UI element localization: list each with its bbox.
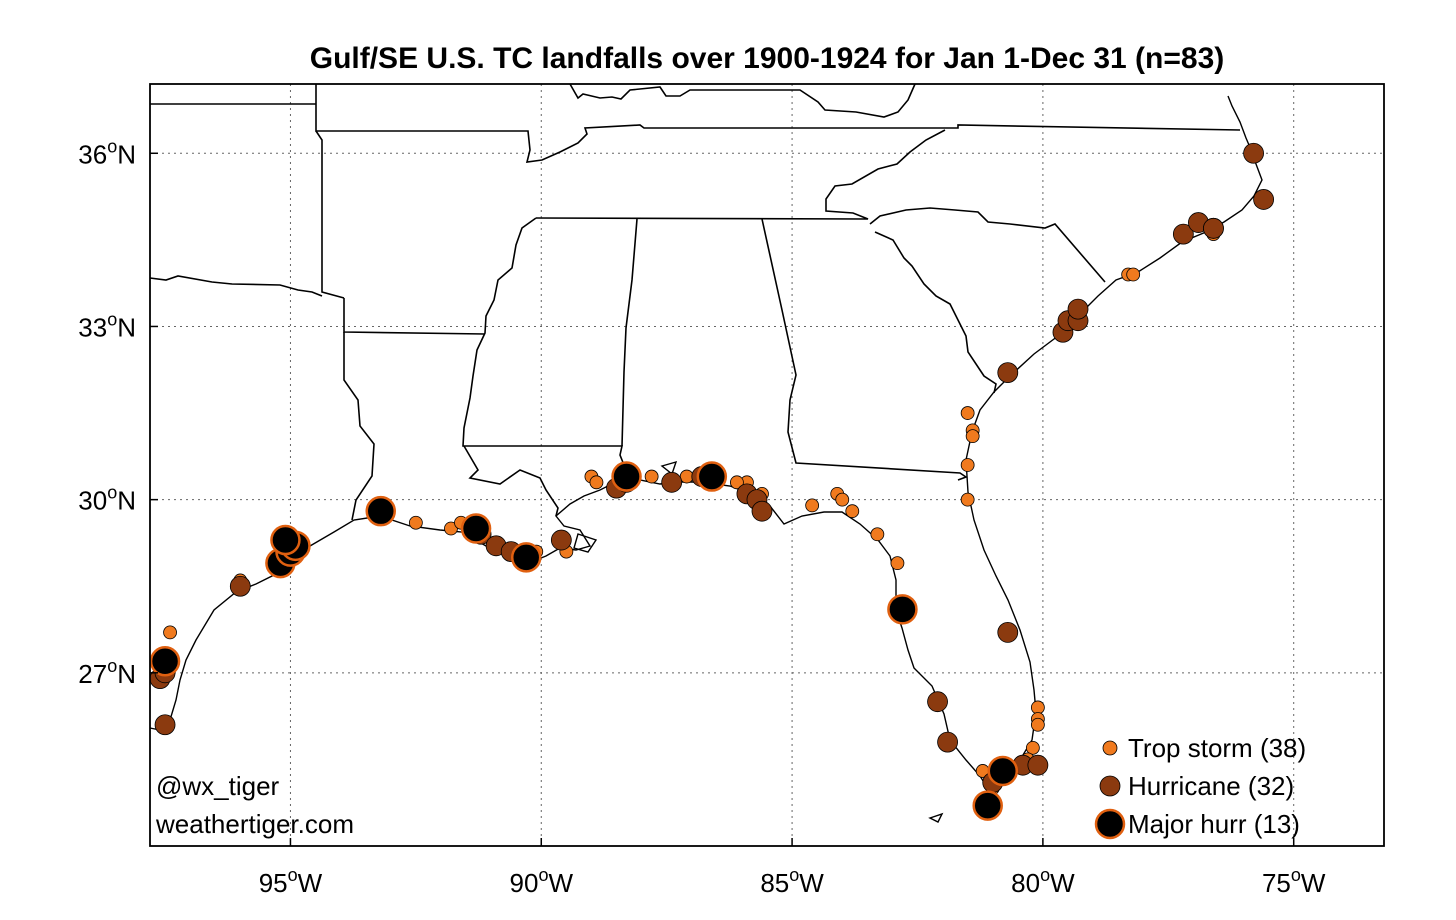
credit-twitter: @wx_tiger	[156, 771, 280, 801]
landfall-marker-hurricane	[229, 575, 251, 597]
plot-background	[150, 84, 1384, 846]
landfall-marker-trop-storm	[845, 504, 860, 519]
landfall-marker-hurricane	[154, 714, 176, 736]
landfall-marker-hurricane	[550, 529, 572, 551]
boundary-line	[315, 84, 1241, 163]
landfall-marker-trop-storm	[679, 469, 694, 484]
legend-label-major: Major hurr (13)	[1128, 809, 1300, 839]
island-outline	[660, 460, 678, 476]
landfall-marker-hurricane	[997, 362, 1019, 384]
landfall-marker-trop-storm	[960, 458, 975, 472]
legend-label-trop-storm: Trop storm (38)	[1128, 733, 1306, 763]
y-tick-label: 27oN	[78, 656, 136, 689]
legend-label-hurricane: Hurricane (32)	[1128, 771, 1294, 801]
landfall-marker-trop-storm	[1030, 717, 1045, 732]
landfall-marker-trop-storm	[870, 527, 885, 542]
legend-marker-hurricane	[1099, 775, 1121, 797]
landfall-marker-trop-storm	[644, 469, 659, 484]
boundary-line	[343, 332, 375, 521]
landfall-marker-trop-storm	[960, 492, 975, 507]
x-tick-label: 90oW	[510, 865, 574, 898]
x-axis-ticks: 95oW 90oW 85oW 80oW 75oW	[259, 838, 1326, 898]
x-tick-label: 80oW	[1011, 865, 1075, 898]
state-boundaries	[149, 83, 1241, 521]
boundary-line	[761, 218, 968, 481]
landfall-marker-major	[365, 495, 396, 527]
landfall-marker-major	[972, 790, 1003, 821]
boundary-line	[149, 275, 323, 297]
landfall-marker-trop-storm	[965, 429, 980, 444]
landfall-marker-trop-storm	[1030, 700, 1045, 715]
landfall-marker-hurricane	[661, 471, 683, 493]
boundary-line	[569, 83, 916, 118]
landfall-marker-trop-storm	[163, 625, 177, 640]
y-tick-label: 36oN	[78, 136, 136, 169]
x-tick-label: 95oW	[259, 865, 323, 898]
landfall-marker-trop-storm	[805, 498, 820, 513]
y-tick-label: 33oN	[78, 309, 136, 342]
landfall-marker-major	[270, 524, 301, 556]
landfall-marker-major	[887, 594, 918, 625]
legend-marker-trop-storm	[1102, 740, 1118, 756]
landfall-marker-major	[149, 646, 181, 677]
landfall-marker-trop-storm	[730, 475, 744, 490]
landfall-marker-hurricane	[1253, 189, 1275, 210]
landfall-marker-major	[987, 755, 1019, 787]
legend-marker-major	[1094, 808, 1126, 840]
boundary-line	[874, 231, 997, 394]
y-tick-label: 30oN	[78, 483, 136, 516]
landfall-marker-hurricane	[1027, 754, 1049, 776]
boundary-line	[462, 217, 625, 477]
landfall-marker-trop-storm	[408, 515, 423, 530]
landfall-marker-trop-storm	[1025, 740, 1040, 755]
landfall-marker-hurricane	[927, 691, 948, 713]
landfall-marker-hurricane	[1067, 298, 1089, 320]
landfall-marker-major	[460, 513, 492, 544]
boundary-line	[315, 130, 345, 299]
landfall-marker-major	[510, 542, 542, 573]
boundary-line	[621, 218, 638, 447]
landfall-marker-hurricane	[997, 622, 1019, 643]
y-axis-ticks: 27oN 30oN 33oN 36oN	[78, 136, 158, 689]
landfall-marker-hurricane	[1172, 223, 1194, 245]
legend: Trop storm (38) Hurricane (32) Major hur…	[1094, 733, 1306, 840]
boundary-line	[535, 129, 946, 220]
landfall-marker-trop-storm	[960, 406, 975, 420]
landfall-marker-hurricane	[937, 731, 958, 753]
x-tick-label: 85oW	[760, 865, 824, 898]
credit-website: weathertiger.com	[155, 809, 354, 839]
x-tick-label: 75oW	[1262, 865, 1326, 898]
boundary-line	[463, 445, 559, 517]
map-title: Gulf/SE U.S. TC landfalls over 1900-1924…	[309, 42, 1225, 75]
landfall-marker-trop-storm	[589, 475, 604, 490]
island-outline	[573, 533, 598, 553]
landfall-markers	[149, 142, 1275, 821]
landfall-marker-hurricane	[751, 500, 773, 522]
boundary-line	[869, 207, 1106, 283]
landfall-marker-trop-storm	[835, 492, 850, 507]
landfall-marker-trop-storm	[1126, 267, 1141, 282]
landfall-marker-trop-storm	[890, 556, 905, 571]
landfall-marker-hurricane	[1203, 217, 1224, 239]
island-outline	[928, 812, 944, 823]
landfall-marker-major	[696, 461, 728, 492]
landfall-marker-hurricane	[1243, 142, 1264, 164]
landfall-marker-major	[611, 461, 642, 492]
plot-frame	[149, 83, 1385, 847]
